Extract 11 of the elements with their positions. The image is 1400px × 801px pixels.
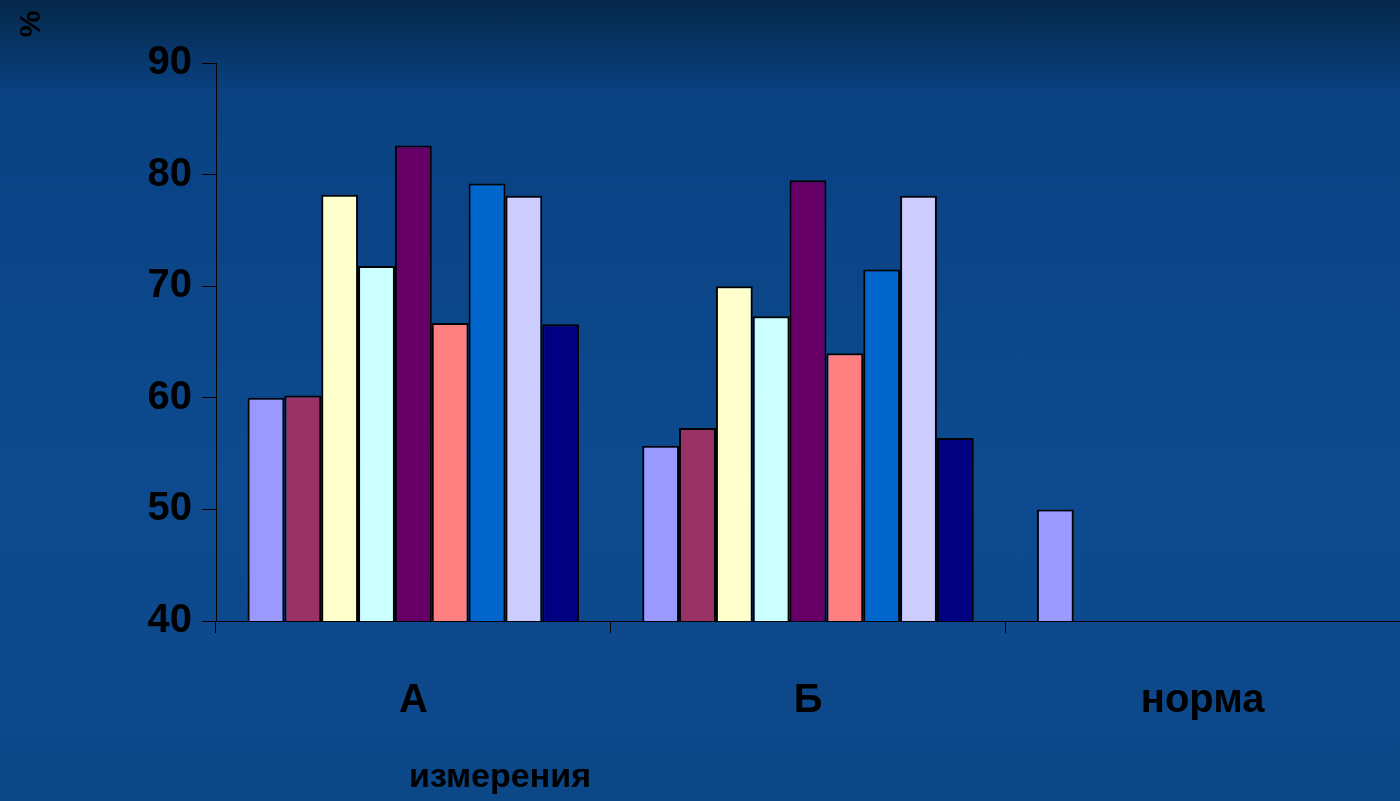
- x-axis-title: измерения: [409, 756, 591, 795]
- y-tick-label: 70: [147, 261, 192, 306]
- y-axis-title: %: [13, 10, 47, 38]
- x-tick-label: норма: [1140, 676, 1266, 721]
- x-tick-label: А: [398, 676, 428, 721]
- y-tick-label: 40: [147, 596, 192, 641]
- x-tick-label: Б: [793, 676, 823, 721]
- y-tick-label: 60: [147, 372, 192, 417]
- y-tick-label: 90: [147, 38, 192, 83]
- y-tick-label: 50: [147, 484, 192, 529]
- y-tick-label: 80: [147, 149, 192, 194]
